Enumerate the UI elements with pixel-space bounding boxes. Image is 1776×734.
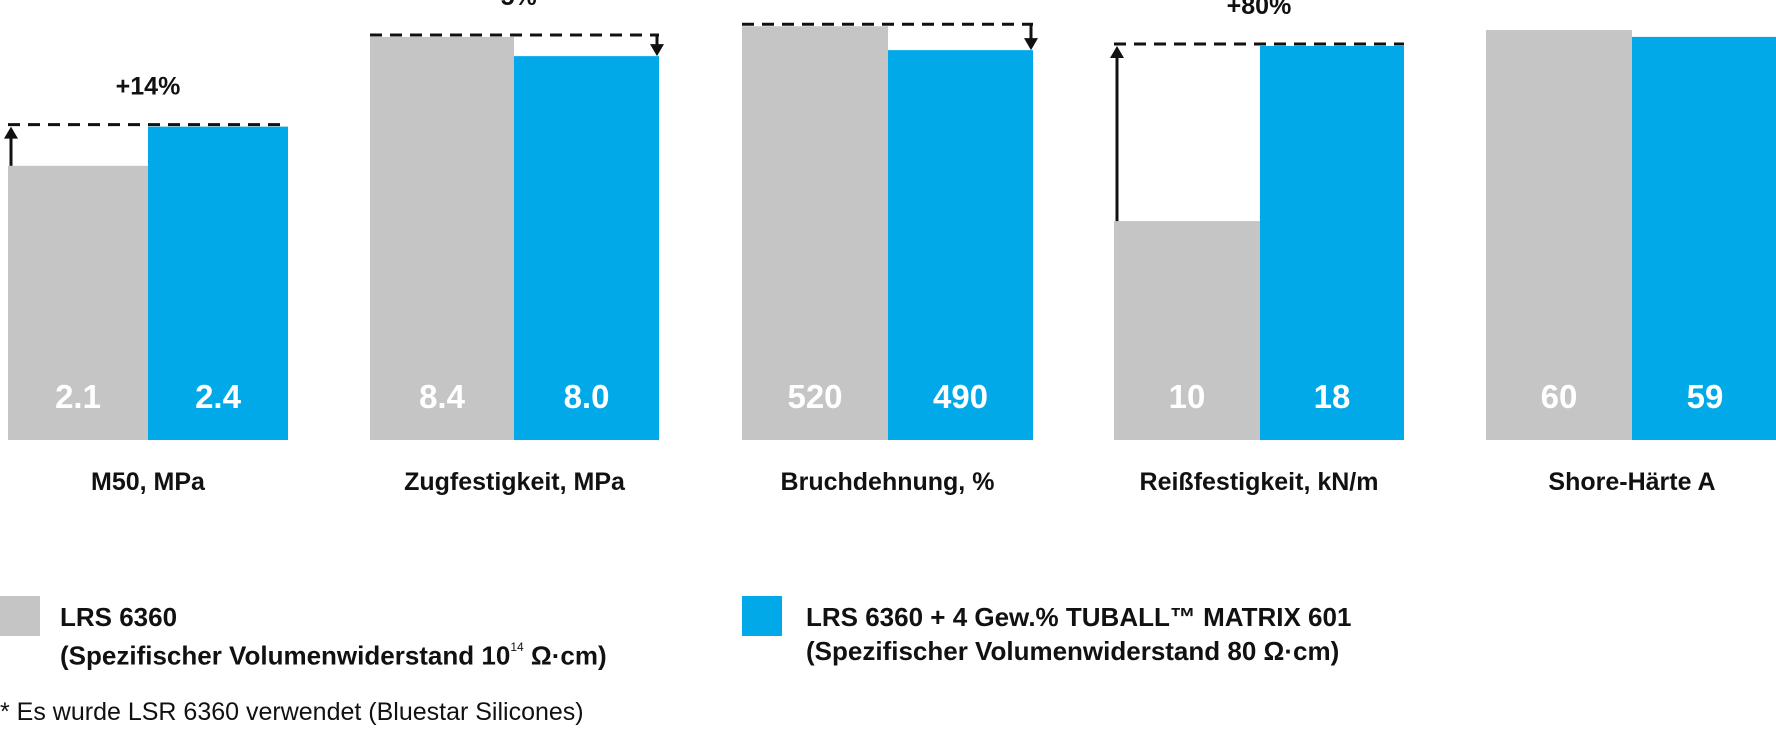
footnote: * Es wurde LSR 6360 verwendet (Bluestar … — [0, 698, 584, 726]
bar-tuball — [1260, 45, 1404, 440]
data-label-tuball: 490 — [933, 378, 988, 415]
legend-label-lrs6360: LRS 6360 (Spezifischer Volumenwiderstand… — [60, 600, 607, 673]
data-label-lrs6360: 10 — [1169, 378, 1206, 415]
change-percent-label: +14% — [116, 73, 181, 101]
data-label-lrs6360: 520 — [787, 378, 842, 415]
change-arrow-head — [650, 44, 664, 57]
legend-label-lrs6360-line1: LRS 6360 — [60, 602, 178, 632]
legend-swatch-lrs6360 — [0, 596, 40, 636]
bar-lrs6360 — [370, 36, 514, 440]
bar-lrs6360 — [742, 26, 888, 441]
category-label: Bruchdehnung, % — [781, 468, 995, 496]
bar-chart: 2.1 2.4 M50, MPa +14% 8.4 8.0 Zugfestigkeit, M… — [4, 0, 1776, 496]
change-arrow-head — [1110, 45, 1124, 58]
bar-lrs6360 — [8, 165, 148, 440]
data-label-lrs6360: 2.1 — [55, 378, 101, 415]
category-label: M50, MPa — [91, 468, 206, 496]
bar-tuball — [888, 50, 1033, 440]
legend-swatch-tuball — [742, 596, 782, 636]
category-label: Zugfestigkeit, MPa — [404, 468, 626, 496]
bar-tuball — [1632, 36, 1776, 440]
data-label-lrs6360: 8.4 — [419, 378, 466, 415]
change-percent-label: -5% — [492, 0, 536, 11]
bar-tuball — [148, 126, 288, 440]
bar-lrs6360 — [1486, 30, 1632, 441]
bar-lrs6360 — [1114, 221, 1260, 440]
change-arrow-head — [1024, 38, 1038, 51]
change-percent-label: +80% — [1227, 0, 1292, 20]
data-label-tuball: 2.4 — [195, 378, 242, 415]
legend-label-tuball: LRS 6360 + 4 Gew.% TUBALL™ MATRIX 601 (S… — [806, 600, 1351, 668]
category-label: Shore-Härte A — [1548, 468, 1715, 496]
data-label-lrs6360: 60 — [1541, 378, 1578, 415]
category-label: Reißfestigkeit, kN/m — [1140, 468, 1379, 496]
legend-label-tuball-line2: (Spezifischer Volumenwiderstand 80 Ω·cm) — [806, 636, 1340, 666]
data-label-tuball: 8.0 — [564, 378, 610, 415]
data-label-tuball: 59 — [1687, 378, 1724, 415]
legend-label-tuball-line1: LRS 6360 + 4 Gew.% TUBALL™ MATRIX 601 — [806, 602, 1352, 632]
legend-label-lrs6360-line2: (Spezifischer Volumenwiderstand 1014 Ω·c… — [60, 640, 607, 671]
change-arrow-head — [4, 126, 18, 139]
data-label-tuball: 18 — [1314, 378, 1351, 415]
bar-tuball — [514, 56, 659, 440]
